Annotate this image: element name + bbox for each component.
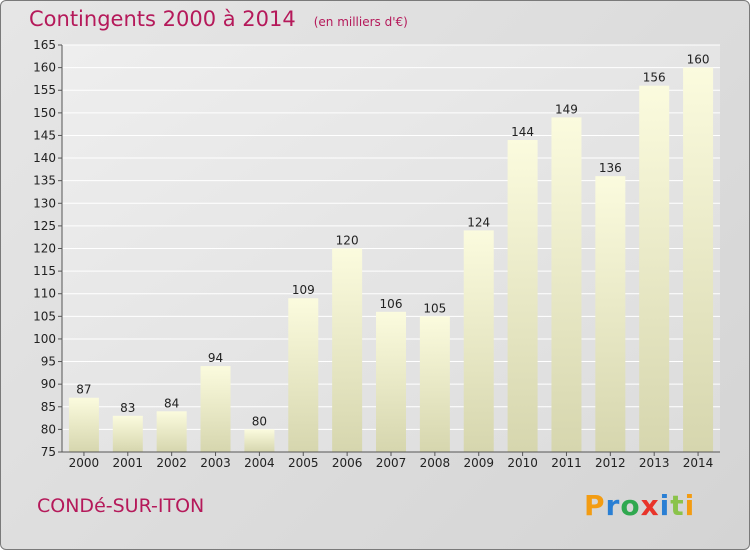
bar-2004 — [244, 429, 275, 452]
logo-letter: P — [584, 489, 606, 522]
bar-2006 — [332, 248, 363, 452]
x-tick-label: 2009 — [463, 456, 494, 470]
value-label-2006: 120 — [336, 234, 359, 248]
value-label-2001: 83 — [120, 401, 135, 415]
x-tick-label: 2006 — [332, 456, 363, 470]
y-tick-label: 75 — [41, 445, 56, 459]
x-tick-label: 2000 — [69, 456, 100, 470]
y-tick-label: 80 — [41, 422, 56, 436]
y-tick-label: 95 — [41, 355, 56, 369]
value-label-2000: 87 — [76, 383, 91, 397]
logo-letter: t — [670, 489, 685, 522]
bar-2014 — [683, 67, 714, 452]
value-label-2004: 80 — [252, 414, 267, 428]
value-label-2010: 144 — [511, 125, 534, 139]
value-label-2002: 84 — [164, 396, 179, 410]
proxiti-logo: Proxiti — [584, 489, 695, 522]
x-tick-label: 2005 — [288, 456, 319, 470]
value-label-2011: 149 — [555, 102, 578, 116]
bar-2000 — [68, 397, 99, 452]
x-tick-label: 2007 — [376, 456, 407, 470]
y-tick-label: 130 — [33, 196, 56, 210]
x-tick-label: 2012 — [595, 456, 626, 470]
value-label-2012: 136 — [599, 161, 622, 175]
bar-2005 — [288, 298, 319, 452]
bar-2009 — [463, 230, 494, 452]
y-tick-label: 155 — [33, 83, 56, 97]
commune-name: CONDé-SUR-ITON — [37, 495, 205, 517]
y-tick-label: 100 — [33, 332, 56, 346]
x-tick-label: 2001 — [113, 456, 144, 470]
bar-2007 — [376, 311, 406, 452]
logo-letter: x — [640, 489, 660, 522]
x-tick-label: 2013 — [639, 456, 670, 470]
title-text: Contingents 2000 à 2014 — [29, 7, 296, 31]
logo-letter: i — [659, 489, 671, 522]
y-tick-label: 115 — [33, 264, 56, 278]
x-axis: 2000 2001 2002 2003 2004 2005 2006 2007 2008 2009… — [62, 451, 720, 470]
bar-2002 — [156, 411, 187, 452]
logo-letter: r — [605, 489, 621, 522]
bars: 87 83 84 94 80 109 120 106 105 124 144 149 136 156 160 — [68, 53, 714, 452]
value-label-2009: 124 — [467, 215, 490, 229]
x-tick-label: 2014 — [683, 456, 714, 470]
y-axis: 75 80 85 90 95 100 105 110 115 120 125 130 135 140 145… — [33, 38, 63, 459]
y-tick-label: 90 — [41, 377, 56, 391]
x-tick-label: 2008 — [420, 456, 451, 470]
bar-2003 — [200, 366, 231, 452]
y-tick-label: 150 — [33, 106, 56, 120]
x-tick-label: 2004 — [244, 456, 275, 470]
y-tick-label: 105 — [33, 309, 56, 323]
x-tick-label: 2003 — [200, 456, 231, 470]
chart-title: Contingents 2000 à 2014 (en milliers d'€) — [29, 7, 408, 31]
x-tick-label: 2010 — [507, 456, 538, 470]
y-tick-label: 160 — [33, 61, 56, 75]
value-label-2014: 160 — [687, 53, 710, 67]
value-label-2007: 106 — [380, 297, 403, 311]
bar-2001 — [112, 415, 143, 452]
bar-2010 — [507, 139, 538, 452]
value-label-2008: 105 — [423, 301, 446, 315]
logo-letter: i — [684, 489, 696, 522]
x-tick-label: 2002 — [156, 456, 187, 470]
y-tick-label: 85 — [41, 400, 56, 414]
y-tick-label: 140 — [33, 151, 56, 165]
y-tick-label: 135 — [33, 174, 56, 188]
y-tick-label: 125 — [33, 219, 56, 233]
bar-2013 — [639, 85, 670, 452]
value-label-2005: 109 — [292, 283, 315, 297]
y-tick-label: 165 — [33, 38, 56, 52]
logo-letter: o — [620, 489, 641, 522]
value-label-2013: 156 — [643, 71, 666, 85]
y-tick-label: 110 — [33, 287, 56, 301]
x-tick-label: 2011 — [551, 456, 582, 470]
value-label-2003: 94 — [208, 351, 223, 365]
y-tick-label: 145 — [33, 128, 56, 142]
y-tick-label: 120 — [33, 242, 56, 256]
bar-2008 — [419, 316, 450, 452]
bar-2012 — [595, 176, 626, 452]
chart-subtitle: (en milliers d'€) — [313, 15, 408, 29]
bar-2011 — [551, 117, 582, 452]
